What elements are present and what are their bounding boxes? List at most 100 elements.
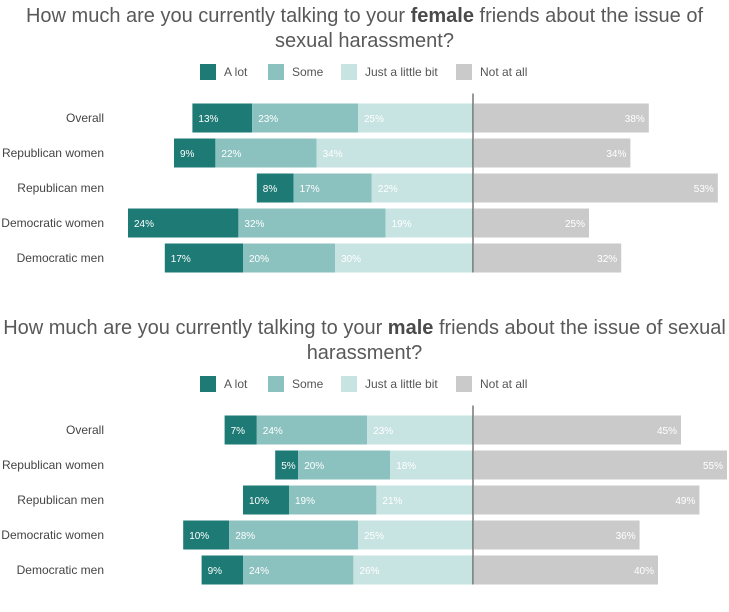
bar-segment-not-at-all [474,138,631,168]
bar-segment-not-at-all [474,103,649,133]
data-label: 25% [364,531,384,542]
bar-segment-just-a-little-bit [376,485,473,515]
data-label: 5% [281,461,296,472]
data-label: 13% [198,114,218,125]
bar-segment-just-a-little-bit [316,138,473,168]
data-label: 21% [382,496,402,507]
data-label: 9% [180,149,195,160]
data-label: 20% [249,254,269,265]
data-label: 49% [675,496,695,507]
category-label: Democratic women [1,216,104,230]
data-label: 55% [703,461,723,472]
data-label: 36% [616,531,636,542]
legend-item-some: Some [268,376,323,392]
bar-segment-just-a-little-bit [390,450,473,480]
bar-segment-just-a-little-bit [367,415,473,445]
legend-swatch [341,376,357,392]
legend-item-a-lot: A lot [200,64,247,80]
legend-label: A lot [224,65,248,79]
bar-segment-some [243,243,335,273]
data-label: 10% [249,496,269,507]
data-label: 18% [396,461,416,472]
data-label: 24% [249,566,269,577]
legend-item-not-at-all: Not at all [456,64,527,80]
data-label: 40% [634,566,654,577]
bar-segment-a-lot [275,450,299,480]
bar-segment-a-lot [201,555,243,585]
bar-segment-some [252,103,358,133]
legend-item-just-a-little-bit: Just a little bit [341,64,438,80]
bar-segment-not-at-all [474,173,718,203]
male-friends-chart: How much are you currently talking to yo… [0,312,729,612]
title-text: How much are you currently talking to yo… [25,5,411,27]
legend-swatch [456,376,472,392]
title-text: friends about the issue of sexual harass… [306,317,726,364]
category-label: Democratic women [1,528,104,542]
bar-segment-not-at-all [474,415,681,445]
legend-swatch [200,376,216,392]
data-label: 32% [244,219,264,230]
bar-segment-a-lot [128,208,239,238]
data-label: 24% [263,426,283,437]
data-label: 28% [235,531,255,542]
bar-segment-a-lot [164,243,243,273]
title-emphasis: female [410,5,474,27]
bar-segment-just-a-little-bit [358,103,473,133]
bar-segment-some [289,485,377,515]
category-label: Republican men [17,181,104,195]
chart-title: How much are you currently talking to yo… [0,4,729,54]
legend-item-a-lot: A lot [200,376,247,392]
bar-segment-a-lot [192,103,253,133]
data-label: 25% [565,219,585,230]
bar-segment-some [215,138,317,168]
data-label: 9% [208,566,223,577]
female-friends-chart: How much are you currently talking to yo… [0,0,729,300]
category-label: Overall [66,423,104,437]
data-label: 32% [597,254,617,265]
data-label: 10% [189,531,209,542]
data-label: 34% [606,149,626,160]
bar-segment-just-a-little-bit [353,555,473,585]
category-label: Overall [66,111,104,125]
legend-label: Just a little bit [365,65,438,79]
legend-swatch [268,376,284,392]
bar-segment-a-lot [243,485,289,515]
data-label: 25% [364,114,384,125]
bar-chart-plot: Overall 7% 24% 23% 45% Republican women 5% 20% 1… [1,405,727,585]
legend-swatch [456,64,472,80]
bar-segment-just-a-little-bit [385,208,473,238]
category-label: Republican women [2,146,104,160]
bar-chart-plot: Overall 13% 23% 25% 38% Republican women 9% 22%… [1,93,718,273]
category-label: Democratic men [17,563,104,577]
bar-segment-not-at-all [474,208,589,238]
bar-segment-a-lot [183,520,230,550]
data-label: 17% [300,184,320,195]
data-label: 7% [231,426,246,437]
data-label: 24% [134,219,154,230]
legend-label: A lot [224,377,248,391]
data-label: 26% [359,566,379,577]
title-text: How much are you currently talking to yo… [3,317,388,339]
data-label: 30% [341,254,361,265]
data-label: 22% [221,149,241,160]
bar-segment-a-lot [174,138,216,168]
bar-segment-not-at-all [474,485,700,515]
title-text: friends about the issue of sexual harass… [275,5,704,52]
legend-swatch [341,64,357,80]
bar-segment-not-at-all [474,520,640,550]
bar-segment-some [298,450,391,480]
data-label: 19% [295,496,315,507]
legend-label: Not at all [480,377,528,391]
bar-segment-some [293,173,372,203]
data-label: 34% [323,149,343,160]
data-label: 23% [258,114,278,125]
bar-segment-a-lot [224,415,257,445]
bar-segment-not-at-all [474,555,658,585]
legend-item-not-at-all: Not at all [456,376,527,392]
legend-item-some: Some [268,64,323,80]
legend-label: Some [292,65,324,79]
bar-segment-some [229,520,358,550]
legend-label: Just a little bit [365,377,438,391]
data-label: 17% [171,254,191,265]
chart-title: How much are you currently talking to yo… [0,316,729,366]
